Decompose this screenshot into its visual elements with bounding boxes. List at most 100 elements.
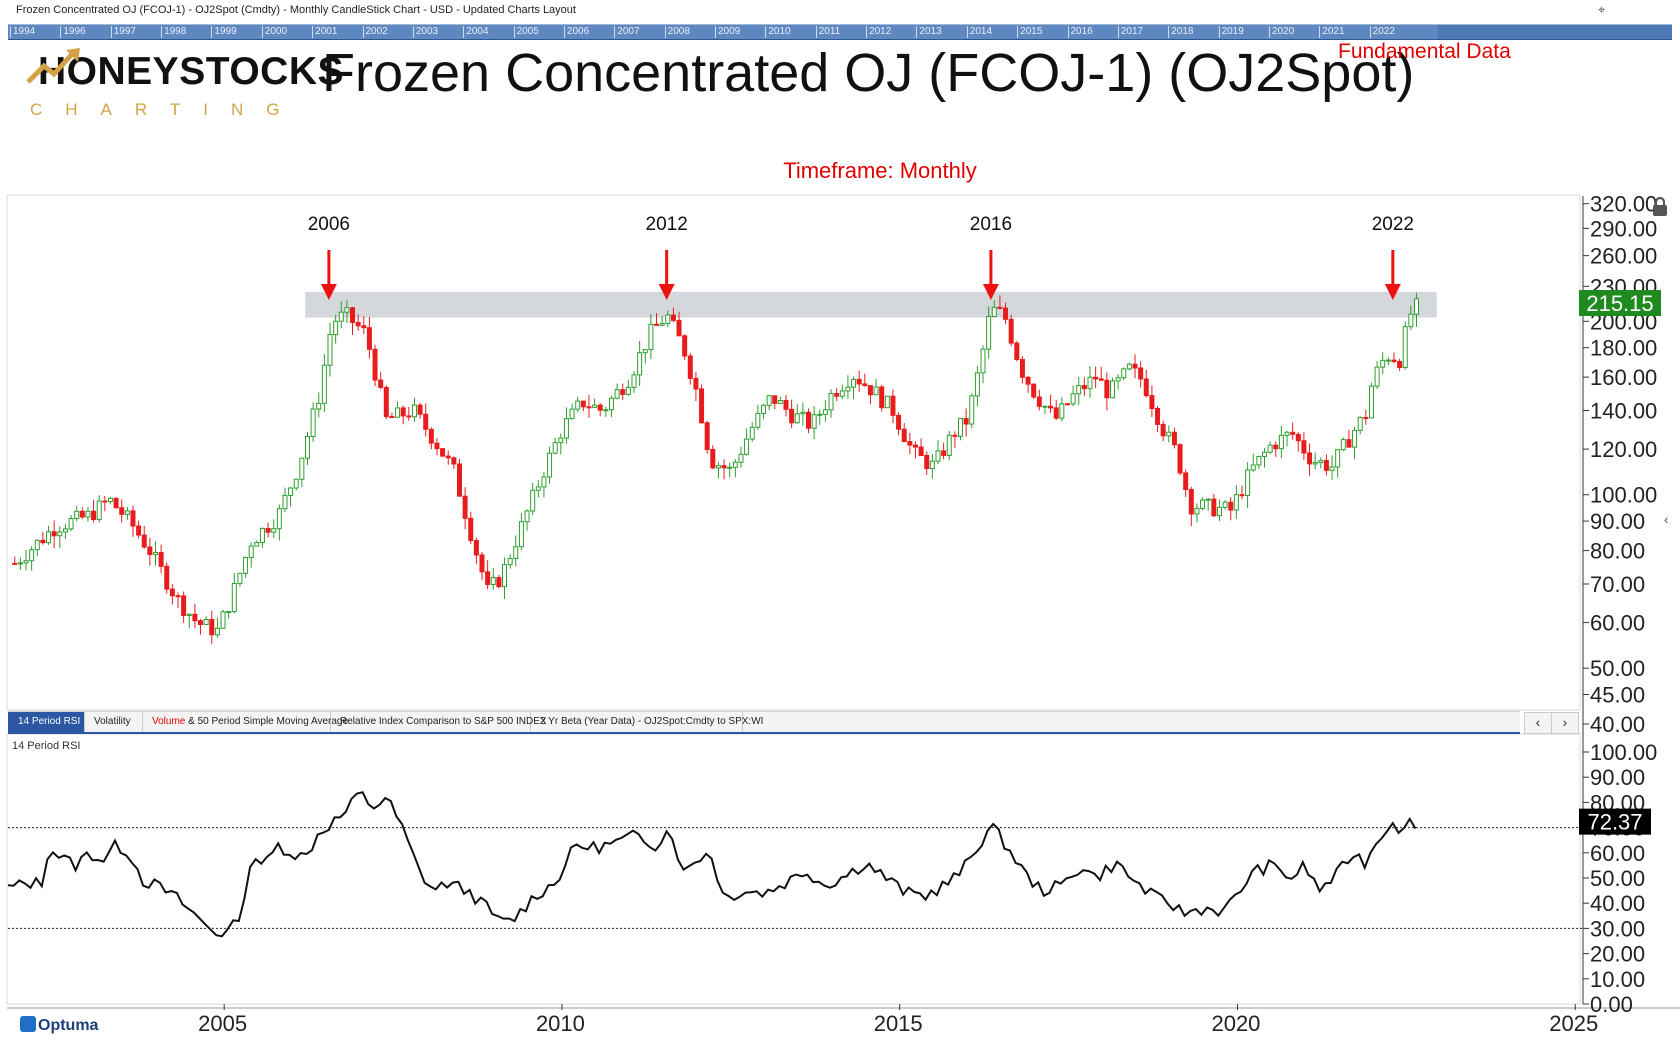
timeline-year[interactable]: 2008 [664,26,690,38]
candle [1138,361,1144,388]
timeline-year[interactable]: 2003 [412,26,438,38]
candle-body [361,325,367,329]
candle-body [62,528,68,533]
candle-body [451,457,457,465]
candle [946,431,952,461]
candle-body [958,418,964,437]
timeline-year[interactable]: 2007 [614,26,640,38]
timeline-year[interactable]: 2019 [1218,26,1244,38]
candle [1222,500,1228,510]
candle-body [727,466,733,469]
timeline-year[interactable]: 1997 [110,26,136,38]
candle-body [164,565,170,590]
last-price-tag [1579,290,1661,317]
x-tick-label: 2010 [536,1011,585,1036]
candle-body [350,307,356,324]
candle [226,611,232,619]
candle [276,504,282,541]
timeline-year[interactable]: 2002 [362,26,388,38]
timeline-year[interactable]: 2018 [1168,26,1193,38]
candle-body [867,385,873,396]
price-y-tick-label: 260.00 [1590,244,1657,269]
pin-icon[interactable]: ⌖ [1598,2,1606,17]
candle [338,301,344,329]
timeline-year[interactable]: 2016 [1067,26,1093,38]
candle-body [766,395,772,406]
candle [1076,376,1082,405]
timeline-year[interactable]: 2001 [312,26,337,38]
timeline-year[interactable]: 2005 [513,26,539,38]
candle [344,299,350,323]
timeline-year[interactable]: 2014 [966,26,992,38]
candle [1121,367,1127,381]
candle [822,400,828,422]
candle [1048,394,1054,413]
candle-body [502,564,508,588]
candle-body [575,400,581,410]
logo-text: HONEYSTOCKS [38,50,344,93]
timeline-selection[interactable] [8,25,1438,39]
timeline-year[interactable]: 1994 [10,26,35,38]
candle-body [1323,460,1329,471]
indicator-tab[interactable]: Relative Index Comparison to S&P 500 IND… [330,712,547,732]
indicator-tab[interactable]: 14 Period RSI [8,712,85,732]
lock-icon[interactable] [1650,196,1670,218]
annotation-label: 2006 [308,214,350,235]
candle-body [175,595,181,598]
timeline-year[interactable]: 2012 [866,26,891,38]
tab-label: 2 Yr Beta (Year Data) - OJ2Spot:Cmdty to… [540,716,764,727]
timeline-year[interactable]: 2021 [1319,26,1345,38]
annotation-arrow: 2016 [970,214,1012,300]
candle-body [1385,359,1391,362]
timeline-year[interactable]: 2022 [1369,26,1395,38]
candle [1093,366,1099,389]
fundamental-data-link[interactable]: Fundamental Data [1338,40,1511,63]
candle-body [406,415,412,418]
timeline-year[interactable]: 2011 [815,26,840,38]
chevron-left-icon[interactable]: ‹ [1664,512,1669,527]
candle-body [231,582,237,613]
candle [1149,385,1155,417]
timeline-navigator[interactable]: 1994 1996 1997 1998 1999 2000 2001 2002 2003 2004… [8,24,1672,40]
timeline-year[interactable]: 2013 [916,26,942,38]
timeline-year[interactable]: 2004 [463,26,488,38]
timeline-year[interactable]: 2020 [1268,26,1294,38]
candle [744,428,750,456]
candle [1081,377,1087,396]
timeline-year[interactable]: 2017 [1117,26,1143,38]
candle-body [687,355,693,379]
timeline-year[interactable]: 2015 [1017,26,1042,38]
candle [423,403,429,437]
candle [136,520,142,539]
indicator-tab[interactable]: Volatility [84,712,143,732]
timeline-year[interactable]: 2000 [261,26,287,38]
indicator-tab[interactable]: Volume & 50 Period Simple Moving Average [142,712,348,732]
timeline-year[interactable]: 2009 [715,26,740,38]
candle-body [1413,298,1419,315]
rsi-last-value-tag [1579,808,1651,835]
candle [952,431,958,449]
candle-body [344,307,350,313]
timeline-year[interactable]: 1996 [60,26,86,38]
candle-body [935,450,941,462]
timeline-year[interactable]: 2010 [765,26,791,38]
candle [299,457,305,487]
indicator-tab[interactable]: 2 Yr Beta (Year Data) - OJ2Spot:Cmdty to… [530,712,763,732]
candle-body [699,388,705,424]
tab-nav-next-button[interactable]: › [1551,712,1579,734]
timeline-year[interactable]: 1999 [211,26,237,38]
candle-body [1059,403,1065,419]
candle [456,459,462,497]
candle [1273,441,1279,457]
candle [271,519,277,538]
candle-body [552,442,558,454]
candle [192,603,198,629]
timeline-year[interactable]: 1998 [161,26,186,38]
candle [935,439,941,465]
candle-body [535,486,541,491]
timeline-year[interactable]: 2006 [563,26,589,38]
tab-nav-prev-button[interactable]: ‹ [1524,712,1552,734]
candle [1171,427,1177,449]
annotation-arrow-head [982,284,999,300]
